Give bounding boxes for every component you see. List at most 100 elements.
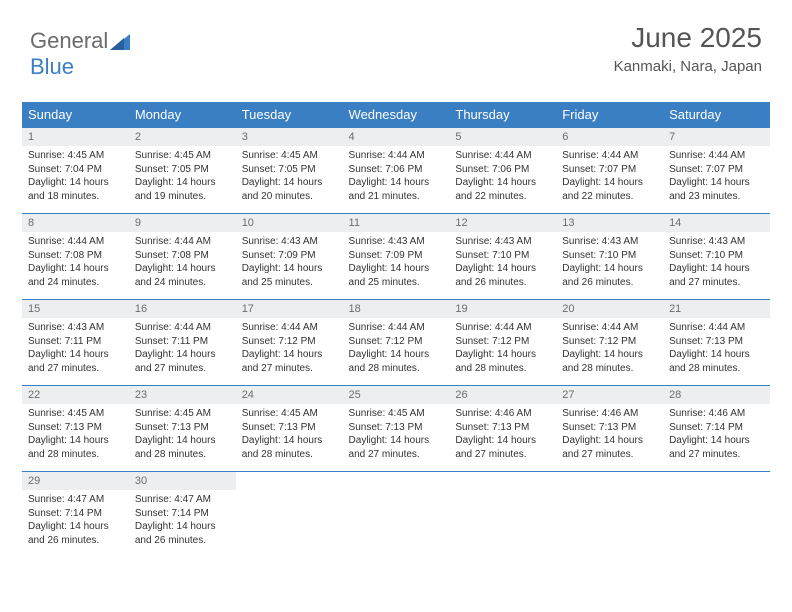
day-number: 3 [236,128,343,146]
calendar-cell: 9Sunrise: 4:44 AMSunset: 7:08 PMDaylight… [129,214,236,300]
calendar-cell: 21Sunrise: 4:44 AMSunset: 7:13 PMDayligh… [663,300,770,386]
day-number: 26 [449,386,556,404]
day-number: 12 [449,214,556,232]
day-details: Sunrise: 4:45 AMSunset: 7:13 PMDaylight:… [236,404,343,467]
weekday-header: Saturday [663,102,770,128]
day-details: Sunrise: 4:45 AMSunset: 7:13 PMDaylight:… [22,404,129,467]
logo: General Blue [30,28,130,80]
calendar-cell: 17Sunrise: 4:44 AMSunset: 7:12 PMDayligh… [236,300,343,386]
day-number: 29 [22,472,129,490]
day-number: 18 [343,300,450,318]
day-details: Sunrise: 4:43 AMSunset: 7:10 PMDaylight:… [556,232,663,295]
day-details: Sunrise: 4:44 AMSunset: 7:08 PMDaylight:… [22,232,129,295]
calendar-cell: 19Sunrise: 4:44 AMSunset: 7:12 PMDayligh… [449,300,556,386]
day-details: Sunrise: 4:46 AMSunset: 7:13 PMDaylight:… [449,404,556,467]
calendar-cell: 25Sunrise: 4:45 AMSunset: 7:13 PMDayligh… [343,386,450,472]
page-location: Kanmaki, Nara, Japan [614,58,762,75]
day-details: Sunrise: 4:46 AMSunset: 7:13 PMDaylight:… [556,404,663,467]
day-number: 8 [22,214,129,232]
day-number: 25 [343,386,450,404]
day-number: 27 [556,386,663,404]
day-details: Sunrise: 4:44 AMSunset: 7:12 PMDaylight:… [556,318,663,381]
calendar-cell: 6Sunrise: 4:44 AMSunset: 7:07 PMDaylight… [556,128,663,214]
day-details: Sunrise: 4:44 AMSunset: 7:12 PMDaylight:… [449,318,556,381]
day-number: 21 [663,300,770,318]
calendar-body: 1Sunrise: 4:45 AMSunset: 7:04 PMDaylight… [22,128,770,558]
day-details: Sunrise: 4:44 AMSunset: 7:08 PMDaylight:… [129,232,236,295]
logo-sail-icon [110,34,130,50]
day-details: Sunrise: 4:43 AMSunset: 7:10 PMDaylight:… [663,232,770,295]
calendar-cell: 2Sunrise: 4:45 AMSunset: 7:05 PMDaylight… [129,128,236,214]
calendar-cell: 24Sunrise: 4:45 AMSunset: 7:13 PMDayligh… [236,386,343,472]
calendar-cell: 5Sunrise: 4:44 AMSunset: 7:06 PMDaylight… [449,128,556,214]
day-details: Sunrise: 4:44 AMSunset: 7:07 PMDaylight:… [556,146,663,209]
calendar-cell: 14Sunrise: 4:43 AMSunset: 7:10 PMDayligh… [663,214,770,300]
calendar-row: 15Sunrise: 4:43 AMSunset: 7:11 PMDayligh… [22,300,770,386]
logo-text-blue: Blue [30,54,74,79]
calendar-cell: 23Sunrise: 4:45 AMSunset: 7:13 PMDayligh… [129,386,236,472]
day-number: 15 [22,300,129,318]
day-number: 23 [129,386,236,404]
day-details: Sunrise: 4:45 AMSunset: 7:05 PMDaylight:… [129,146,236,209]
day-details: Sunrise: 4:46 AMSunset: 7:14 PMDaylight:… [663,404,770,467]
calendar-cell: 3Sunrise: 4:45 AMSunset: 7:05 PMDaylight… [236,128,343,214]
calendar-cell [343,472,450,558]
day-number: 19 [449,300,556,318]
calendar-cell [449,472,556,558]
day-number: 13 [556,214,663,232]
day-number: 10 [236,214,343,232]
calendar-cell: 28Sunrise: 4:46 AMSunset: 7:14 PMDayligh… [663,386,770,472]
calendar-cell: 15Sunrise: 4:43 AMSunset: 7:11 PMDayligh… [22,300,129,386]
day-details: Sunrise: 4:44 AMSunset: 7:07 PMDaylight:… [663,146,770,209]
weekday-header: Wednesday [343,102,450,128]
day-number: 6 [556,128,663,146]
day-details: Sunrise: 4:43 AMSunset: 7:09 PMDaylight:… [236,232,343,295]
calendar-cell: 13Sunrise: 4:43 AMSunset: 7:10 PMDayligh… [556,214,663,300]
calendar-cell: 11Sunrise: 4:43 AMSunset: 7:09 PMDayligh… [343,214,450,300]
logo-text-gray: General [30,28,108,53]
day-details: Sunrise: 4:44 AMSunset: 7:11 PMDaylight:… [129,318,236,381]
calendar-cell: 1Sunrise: 4:45 AMSunset: 7:04 PMDaylight… [22,128,129,214]
weekday-header-row: Sunday Monday Tuesday Wednesday Thursday… [22,102,770,128]
day-details: Sunrise: 4:47 AMSunset: 7:14 PMDaylight:… [22,490,129,553]
calendar-cell: 7Sunrise: 4:44 AMSunset: 7:07 PMDaylight… [663,128,770,214]
day-number: 2 [129,128,236,146]
day-number: 11 [343,214,450,232]
day-details: Sunrise: 4:45 AMSunset: 7:13 PMDaylight:… [343,404,450,467]
calendar-cell: 12Sunrise: 4:43 AMSunset: 7:10 PMDayligh… [449,214,556,300]
calendar-cell: 20Sunrise: 4:44 AMSunset: 7:12 PMDayligh… [556,300,663,386]
day-details: Sunrise: 4:44 AMSunset: 7:13 PMDaylight:… [663,318,770,381]
day-details: Sunrise: 4:45 AMSunset: 7:04 PMDaylight:… [22,146,129,209]
day-details: Sunrise: 4:44 AMSunset: 7:12 PMDaylight:… [343,318,450,381]
calendar-cell: 27Sunrise: 4:46 AMSunset: 7:13 PMDayligh… [556,386,663,472]
day-details: Sunrise: 4:47 AMSunset: 7:14 PMDaylight:… [129,490,236,553]
calendar-row: 22Sunrise: 4:45 AMSunset: 7:13 PMDayligh… [22,386,770,472]
day-number: 30 [129,472,236,490]
day-details: Sunrise: 4:45 AMSunset: 7:13 PMDaylight:… [129,404,236,467]
day-number: 17 [236,300,343,318]
calendar-cell: 4Sunrise: 4:44 AMSunset: 7:06 PMDaylight… [343,128,450,214]
day-number: 22 [22,386,129,404]
calendar-cell [236,472,343,558]
calendar-cell: 8Sunrise: 4:44 AMSunset: 7:08 PMDaylight… [22,214,129,300]
weekday-header: Sunday [22,102,129,128]
calendar-row: 1Sunrise: 4:45 AMSunset: 7:04 PMDaylight… [22,128,770,214]
calendar-cell: 18Sunrise: 4:44 AMSunset: 7:12 PMDayligh… [343,300,450,386]
day-number: 28 [663,386,770,404]
calendar-cell [556,472,663,558]
calendar-cell: 10Sunrise: 4:43 AMSunset: 7:09 PMDayligh… [236,214,343,300]
day-details: Sunrise: 4:44 AMSunset: 7:06 PMDaylight:… [343,146,450,209]
weekday-header: Tuesday [236,102,343,128]
calendar-cell: 30Sunrise: 4:47 AMSunset: 7:14 PMDayligh… [129,472,236,558]
day-number: 7 [663,128,770,146]
calendar-cell: 26Sunrise: 4:46 AMSunset: 7:13 PMDayligh… [449,386,556,472]
calendar-cell: 22Sunrise: 4:45 AMSunset: 7:13 PMDayligh… [22,386,129,472]
day-number: 4 [343,128,450,146]
day-number: 1 [22,128,129,146]
calendar-table: Sunday Monday Tuesday Wednesday Thursday… [22,102,770,558]
weekday-header: Thursday [449,102,556,128]
day-details: Sunrise: 4:44 AMSunset: 7:06 PMDaylight:… [449,146,556,209]
day-number: 20 [556,300,663,318]
page-title: June 2025 [614,22,762,54]
weekday-header: Monday [129,102,236,128]
